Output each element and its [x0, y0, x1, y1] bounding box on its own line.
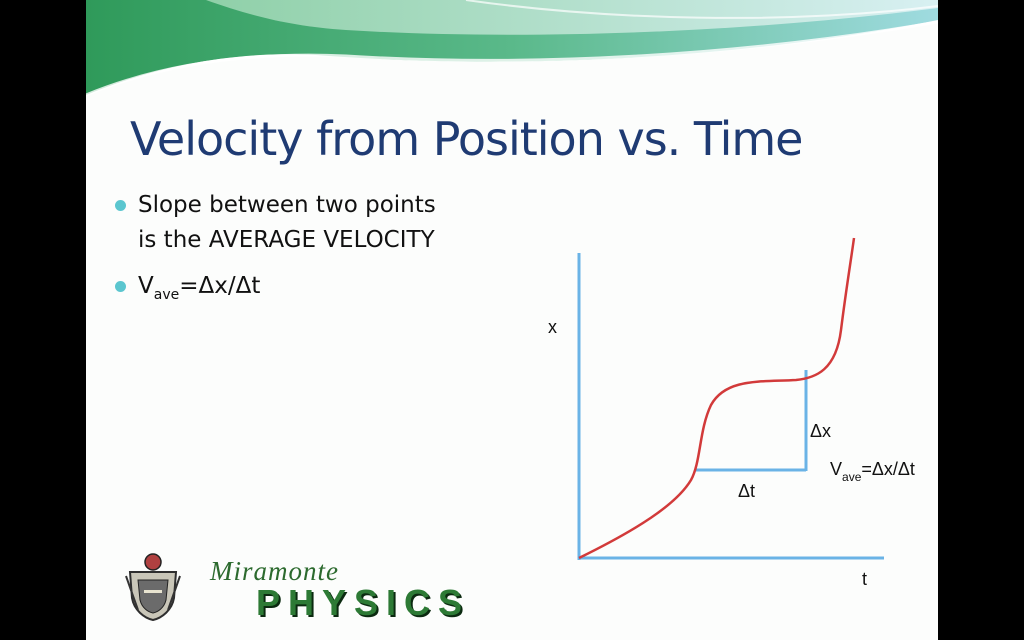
slide-title: Velocity from Position vs. Time — [130, 112, 803, 166]
position-curve — [578, 237, 856, 560]
formula-subscript: ave — [153, 287, 180, 303]
bullet-slope: Slope between two points is the AVERAGE … — [115, 188, 436, 258]
bullet-dot — [115, 281, 126, 292]
graph-formula-subscript: ave — [842, 470, 862, 484]
graph-formula-rest: =Δx/Δt — [861, 459, 915, 479]
delta-t-label: Δt — [738, 481, 755, 501]
graph-formula: Vave=Δx/Δt — [830, 459, 915, 484]
logo-miramonte-text: Miramonte — [210, 556, 339, 586]
position-time-diagram: x t Δx Δt Vave=Δx/Δt — [548, 237, 915, 589]
delta-x-label: Δx — [810, 421, 831, 441]
header-wave-decoration — [86, 0, 938, 97]
y-axis-label: x — [548, 317, 557, 337]
bullet-line: Slope between two points — [138, 192, 436, 218]
logo-physics-text: PHYSICS — [256, 582, 471, 623]
formula-v: V — [138, 273, 154, 299]
slide: Velocity from Position vs. Time Slope be… — [86, 0, 938, 640]
bullet-dot — [115, 200, 126, 211]
bullet-formula: Vave=Δx/Δt — [115, 269, 261, 313]
formula-rest: =Δx/Δt — [179, 273, 261, 299]
x-axis-label: t — [862, 569, 867, 589]
graph-formula-v: V — [830, 459, 842, 479]
crest-logo-icon — [125, 553, 181, 622]
bullet-line: is the AVERAGE VELOCITY — [138, 227, 435, 253]
